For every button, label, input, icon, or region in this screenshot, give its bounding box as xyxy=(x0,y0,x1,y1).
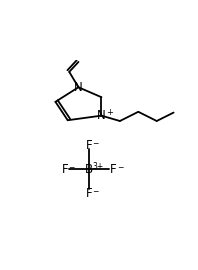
Text: −: − xyxy=(68,163,75,172)
Text: F: F xyxy=(62,163,68,176)
Text: 3+: 3+ xyxy=(93,162,104,171)
Text: −: − xyxy=(92,187,99,196)
Text: N: N xyxy=(97,109,106,122)
Text: +: + xyxy=(107,108,113,117)
Text: B: B xyxy=(85,163,93,176)
Text: F: F xyxy=(86,139,92,151)
Text: F: F xyxy=(86,187,92,200)
Text: F: F xyxy=(110,163,117,176)
Text: −: − xyxy=(117,163,123,172)
Text: −: − xyxy=(92,139,99,148)
Text: N: N xyxy=(74,81,83,94)
